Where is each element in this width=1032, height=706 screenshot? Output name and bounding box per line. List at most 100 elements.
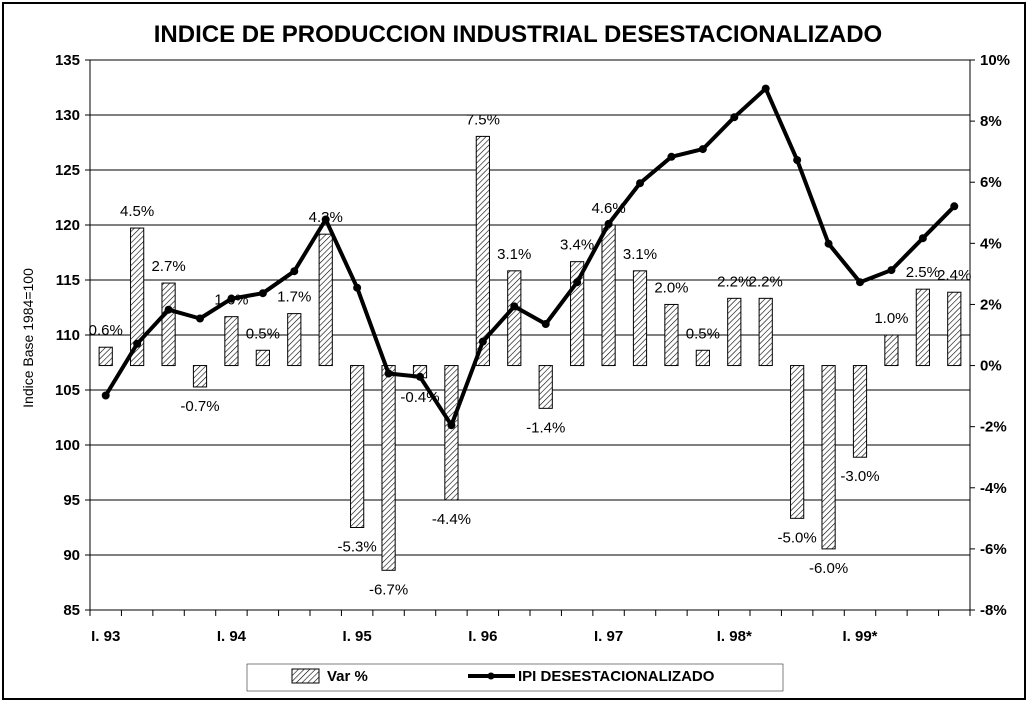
bar [790,365,805,519]
bar [947,291,962,367]
legend-box [246,663,784,692]
ipi-point [887,266,896,275]
bar-data-label: -0.7% [180,398,219,415]
ipi-point [384,369,393,378]
bar [632,270,648,367]
ipi-point [478,337,487,346]
bar [727,297,742,367]
y-tick-label: 120 [55,217,80,234]
bar-data-label: 0.5% [246,325,280,342]
bar [475,135,490,367]
bar-data-label: 2.2% [717,273,751,290]
ipi-line [104,86,956,428]
legend-line-marker [487,672,495,680]
bar-data-label: 3.1% [497,246,531,263]
ipi-point [761,84,770,93]
x-tick-label: I. 94 [217,628,247,645]
ipi-point [101,391,110,400]
bar-data-label: -6.7% [369,581,408,598]
bar-data-label: 2.7% [151,258,185,275]
bar [287,313,302,367]
y-tick-label: 110 [56,327,80,344]
y-tick-label: 125 [55,162,80,179]
ipi-point [604,219,613,228]
ipi-point [321,215,330,224]
bar-data-label: 7.5% [466,111,500,128]
ipi-point [196,314,204,323]
y-tick-label: 135 [55,52,80,69]
x-tick-label: I. 93 [91,628,120,645]
bar [821,365,836,550]
y-tick-label: 95 [63,492,80,509]
x-tick-label: I. 99* [842,628,877,645]
ipi-point [698,145,707,154]
y-tick-label: 115 [56,272,80,289]
ipi-point [258,289,267,298]
y-tick-label: 90 [63,547,80,564]
bar-data-label: 2.4% [937,267,971,284]
bar-data-label: 0.5% [686,325,720,342]
bar [884,334,899,367]
bar-data-label: 1.6% [214,292,248,309]
y-tick-label: 100 [55,437,80,454]
bar [350,365,365,528]
ipi-point [227,294,236,303]
bar [538,365,553,409]
y2-tick-label: -4% [980,480,1007,497]
ipi-point [918,234,927,243]
ipi-point [667,152,676,161]
ipi-point [636,179,644,188]
bar-data-label: 1.0% [874,310,908,327]
y-tick-label: 85 [63,602,80,619]
bar-data-label: -6.0% [809,560,848,577]
bar-data-label: -4.4% [432,511,471,528]
legend: Var % IPI DESESTACIONALIZADO [246,663,784,692]
x-tick-label: I. 97 [594,628,623,645]
x-tick-label: I. 98* [717,628,752,645]
legend-bar-label: Var % [327,668,368,685]
bar [695,349,710,367]
y2-tick-label: -6% [980,541,1007,558]
bar-data-label: 4.6% [591,200,625,217]
bar [664,303,679,367]
ipi-point [950,202,959,211]
y2-tick-label: 0% [980,358,1002,375]
x-tick-label: I. 96 [468,628,497,645]
bar [852,365,868,458]
ipi-point [133,339,142,348]
bar-data-label: -5.0% [778,529,817,546]
bar [601,224,616,367]
ipi-point [447,421,456,430]
bar [507,270,522,367]
bar-data-label: 2.5% [906,264,940,281]
bar-data-label: 2.2% [749,273,783,290]
y-tick-label: 105 [55,382,80,399]
bar-series [98,135,962,571]
ipi-point [856,278,864,287]
y2-tick-label: 4% [980,235,1002,252]
bar-data-label: -3.0% [840,468,879,485]
bar-data-label: -0.4% [400,389,439,406]
bar [444,365,459,501]
bar [98,346,113,367]
y2-tick-label: 6% [980,174,1002,191]
y2-tick-label: 10% [980,52,1010,69]
bar-data-label: -5.3% [338,539,377,556]
bar-data-label: 3.1% [623,246,657,263]
y2-tick-label: -8% [980,602,1007,619]
bar-data-label: 2.0% [654,279,688,296]
legend-line-label: IPI DESESTACIONALIZADO [518,668,715,685]
line-series [101,84,959,430]
ipi-point [793,156,802,165]
bar [161,282,176,367]
ipi-point [730,113,739,122]
bar [192,365,208,388]
bar-data-label: 0.6% [89,322,123,339]
bar [255,349,270,367]
y2-tick-label: 2% [980,296,1002,313]
bar-data-label: 4.3% [309,209,343,226]
bar-data-label: -1.4% [526,419,565,436]
bar [758,297,773,367]
bar-data-label: 1.7% [277,289,311,306]
ipi-point [510,302,519,311]
